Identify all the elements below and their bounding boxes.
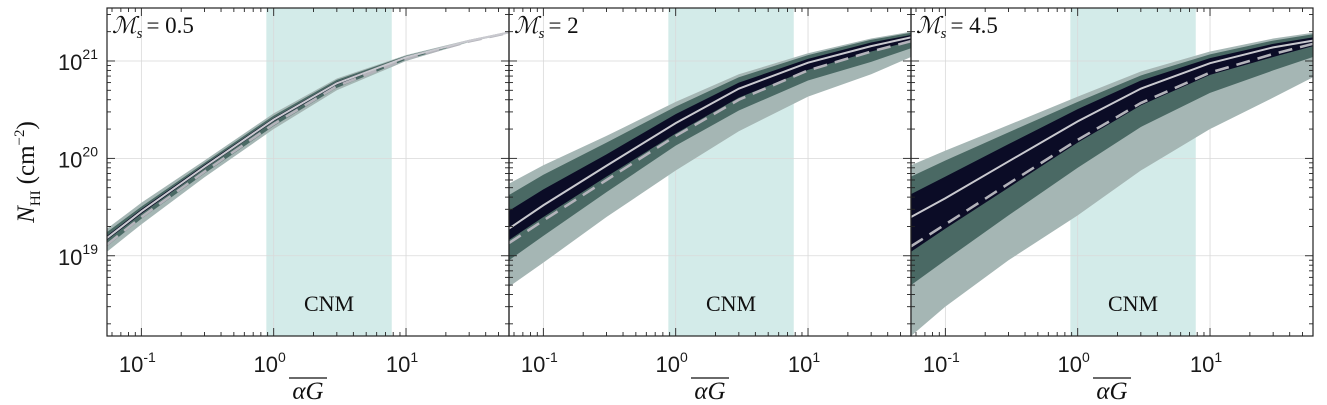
middle-band [509,32,911,261]
median-line [911,39,1313,218]
panel-2-title: ℳs = 2 [514,13,579,42]
x-tick-label: 100 [254,349,286,377]
dashed-line [911,42,1313,248]
x-axis-label: αG [1096,378,1127,405]
panel-3-title: ℳs = 4.5 [916,13,998,42]
median-line [509,36,911,230]
panel-2-ticks [509,8,912,336]
x-tick-label: 101 [788,349,820,377]
panel-2-plot [509,8,911,336]
panel-1-plot [107,8,509,336]
y-tick-label: 1019 [58,241,98,270]
y-tick-label: 1021 [58,46,98,75]
x-axis-label: αG [292,378,323,405]
cnm-region [266,8,392,336]
panel-1-title: ℳs = 0.5 [112,13,194,42]
panel-3-ticks [911,8,1314,336]
outer-band [509,31,911,287]
x-tick-label: 101 [386,349,418,377]
panel-1-ticks [107,8,510,336]
outer-band [911,32,1313,336]
y-tick-label: 1020 [58,143,98,172]
panel-3-frame [910,7,1314,337]
panel-3-plot [911,8,1313,336]
cnm-label: CNM [304,291,354,316]
cnm-label: CNM [1108,291,1158,316]
x-axis-label: αG [694,378,725,405]
x-tick-label: 10-1 [923,349,960,377]
x-tick-label: 101 [1190,349,1222,377]
dashed-line [509,39,911,245]
x-tick-label: 10-1 [119,349,156,377]
cnm-label: CNM [706,291,756,316]
median-line [107,31,509,239]
cnm-region [668,8,794,336]
y-axis-label: NHI(cm−2) [12,121,44,224]
x-tick-label: 10-1 [521,349,558,377]
x-tick-label: 100 [1058,349,1090,377]
x-tick-label: 100 [656,349,688,377]
